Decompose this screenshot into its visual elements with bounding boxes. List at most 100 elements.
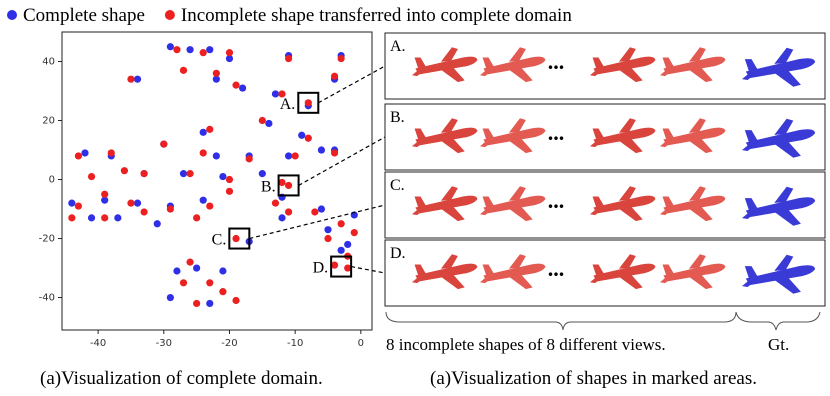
point [311, 208, 319, 216]
point [74, 202, 83, 210]
point [304, 134, 312, 142]
point [271, 199, 280, 207]
connector [318, 65, 386, 104]
point [324, 234, 332, 243]
point [193, 264, 201, 272]
point [284, 152, 293, 160]
panel-label: A. [390, 38, 406, 55]
caption: (a)Visualization of complete domain. [40, 368, 323, 389]
point [245, 155, 253, 163]
point [278, 214, 286, 222]
point [199, 196, 207, 204]
point [87, 172, 96, 181]
connector [249, 204, 386, 240]
point [344, 240, 352, 249]
point [206, 279, 214, 287]
point [330, 261, 339, 269]
point [179, 279, 188, 287]
point [133, 75, 142, 83]
point [193, 299, 201, 308]
legend-marker [7, 10, 17, 20]
point [337, 246, 345, 254]
point [284, 181, 293, 190]
point [225, 49, 234, 57]
point [179, 170, 188, 178]
connector [351, 265, 386, 274]
point [317, 146, 326, 154]
legend-marker [164, 10, 175, 20]
ellipsis: ... [548, 188, 565, 213]
connector [298, 136, 386, 186]
point [153, 220, 161, 228]
point [225, 54, 234, 63]
panel-label: C. [390, 177, 405, 194]
point [265, 119, 273, 128]
point [101, 190, 109, 198]
x-tick-label: -40 [90, 338, 106, 349]
point [219, 288, 227, 296]
brace [385, 311, 737, 331]
point [199, 128, 207, 136]
point [133, 199, 142, 207]
point [166, 205, 174, 213]
point [68, 214, 76, 222]
point [278, 178, 286, 187]
point [278, 90, 286, 98]
point [166, 293, 174, 302]
point [291, 152, 299, 160]
point [317, 205, 326, 213]
panel-label: B. [390, 109, 405, 126]
point [206, 299, 214, 308]
y-tick-label: -40 [39, 293, 55, 304]
point [239, 84, 247, 92]
point [330, 149, 339, 157]
ellipsis: ... [548, 49, 565, 74]
point [258, 116, 266, 125]
point [337, 220, 345, 228]
point [186, 258, 194, 266]
point [225, 187, 234, 195]
x-tick-label: 0 [358, 338, 364, 349]
legend-label: Incomplete shape transferred into comple… [181, 5, 572, 26]
point [127, 75, 135, 83]
point [199, 149, 207, 157]
marked-area-label: C. [212, 232, 227, 249]
x-tick-label: -30 [156, 338, 172, 349]
point [140, 170, 148, 178]
point [193, 214, 201, 222]
point [225, 175, 234, 184]
point [81, 149, 89, 157]
point [219, 267, 227, 275]
marked-area-label: A. [280, 96, 296, 113]
point [284, 54, 293, 63]
point [206, 202, 214, 210]
point [166, 43, 174, 51]
point [212, 69, 220, 77]
point [232, 296, 240, 305]
point [258, 170, 266, 178]
point [304, 99, 312, 107]
y-tick-label: 20 [42, 116, 55, 127]
marked-area-label: B. [261, 178, 276, 195]
point [173, 267, 181, 275]
point [199, 49, 207, 57]
point [127, 199, 135, 207]
point [212, 152, 220, 160]
ellipsis: ... [548, 256, 565, 281]
point [114, 214, 122, 222]
point [107, 149, 115, 157]
point [120, 167, 128, 175]
y-tick-label: 0 [49, 175, 55, 186]
point [179, 66, 188, 74]
point [298, 131, 306, 139]
point [101, 214, 109, 222]
point [186, 170, 194, 178]
point [232, 234, 240, 243]
point [350, 229, 358, 237]
x-tick-label: -20 [221, 338, 237, 349]
point [68, 199, 76, 207]
brace [735, 311, 821, 331]
point [212, 75, 220, 83]
